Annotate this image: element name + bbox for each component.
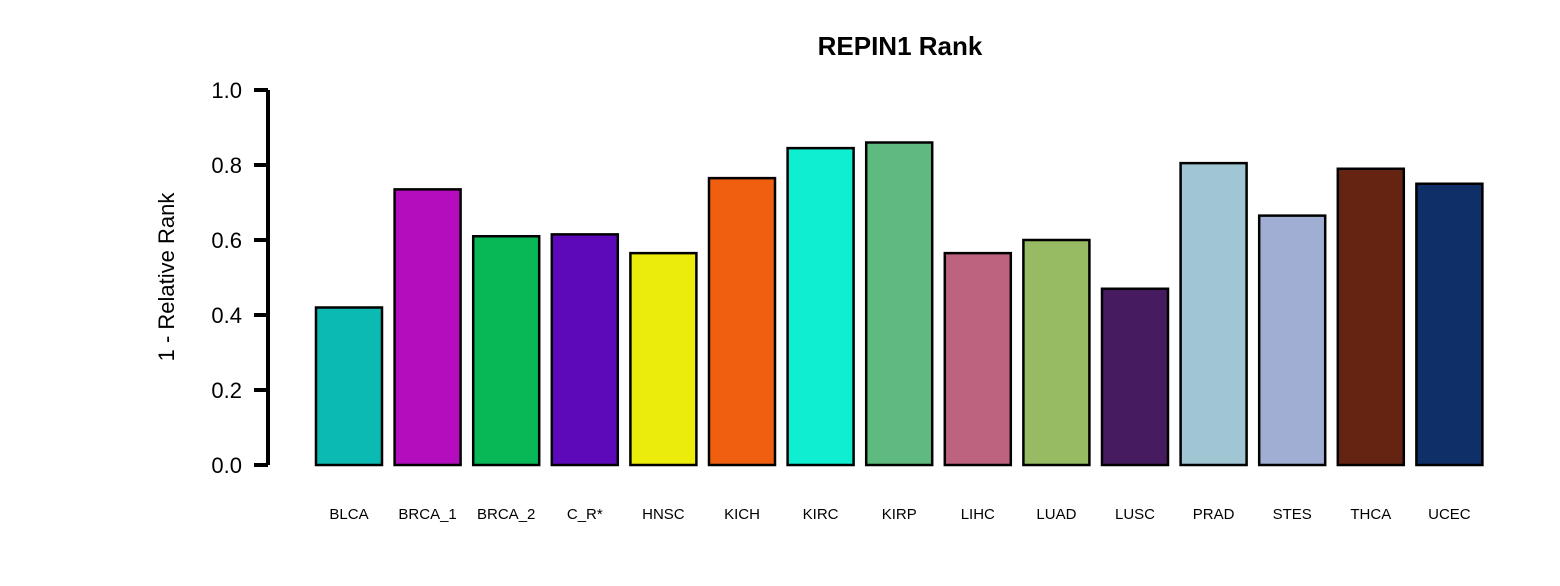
- y-tick-label: 0.2: [211, 378, 242, 403]
- bar-lihc: [943, 251, 1013, 467]
- bar-brca-1: [393, 188, 462, 467]
- bar-kirc: [786, 146, 855, 467]
- bar-thca: [1336, 167, 1406, 467]
- x-tick-label: LUSC: [1115, 506, 1155, 523]
- x-tick-label: STES: [1273, 506, 1312, 523]
- x-axis-labels: BLCA BRCA_1 BRCA_2 C_R* HNSC KICH KIRC KIRP LIHC…: [329, 506, 1470, 523]
- bar-brca-2: [471, 235, 541, 467]
- y-tick-label: 0.8: [211, 153, 242, 178]
- y-axis-label: 1 - Relative Rank: [154, 192, 179, 362]
- y-tick-label: 0.4: [211, 303, 242, 328]
- bar-c-r-: [550, 233, 620, 467]
- x-tick-label: THCA: [1350, 506, 1391, 523]
- bars: [314, 141, 1484, 467]
- x-tick-label: PRAD: [1193, 506, 1235, 523]
- bar-prad: [1179, 161, 1248, 467]
- x-tick-label: HNSC: [642, 506, 685, 523]
- x-tick-label: UCEC: [1428, 506, 1471, 523]
- x-tick-label: LUAD: [1036, 506, 1076, 523]
- bar-kirp: [864, 141, 934, 467]
- bar-luad: [1022, 238, 1091, 467]
- x-tick-label: BRCA_2: [477, 506, 535, 523]
- y-axis: 0.0 0.2 0.4 0.6 0.8 1.0: [211, 78, 270, 478]
- y-tick-label: 0.0: [211, 453, 242, 478]
- bar-kich: [707, 176, 777, 467]
- x-tick-label: KICH: [724, 506, 760, 523]
- bar-ucec: [1415, 182, 1484, 467]
- x-tick-label: KIRP: [882, 506, 917, 523]
- x-tick-label: BRCA_1: [398, 506, 456, 523]
- bar-hnsc: [629, 251, 698, 467]
- bar-stes: [1257, 214, 1327, 467]
- x-tick-label: C_R*: [567, 506, 603, 523]
- y-tick-label: 1.0: [211, 78, 242, 103]
- x-tick-label: KIRC: [803, 506, 839, 523]
- bar-lusc: [1100, 287, 1170, 467]
- y-tick-label: 0.6: [211, 228, 242, 253]
- chart-title: REPIN1 Rank: [818, 31, 983, 61]
- x-tick-label: LIHC: [961, 506, 995, 523]
- x-tick-label: BLCA: [329, 506, 368, 523]
- bar-blca: [314, 306, 384, 467]
